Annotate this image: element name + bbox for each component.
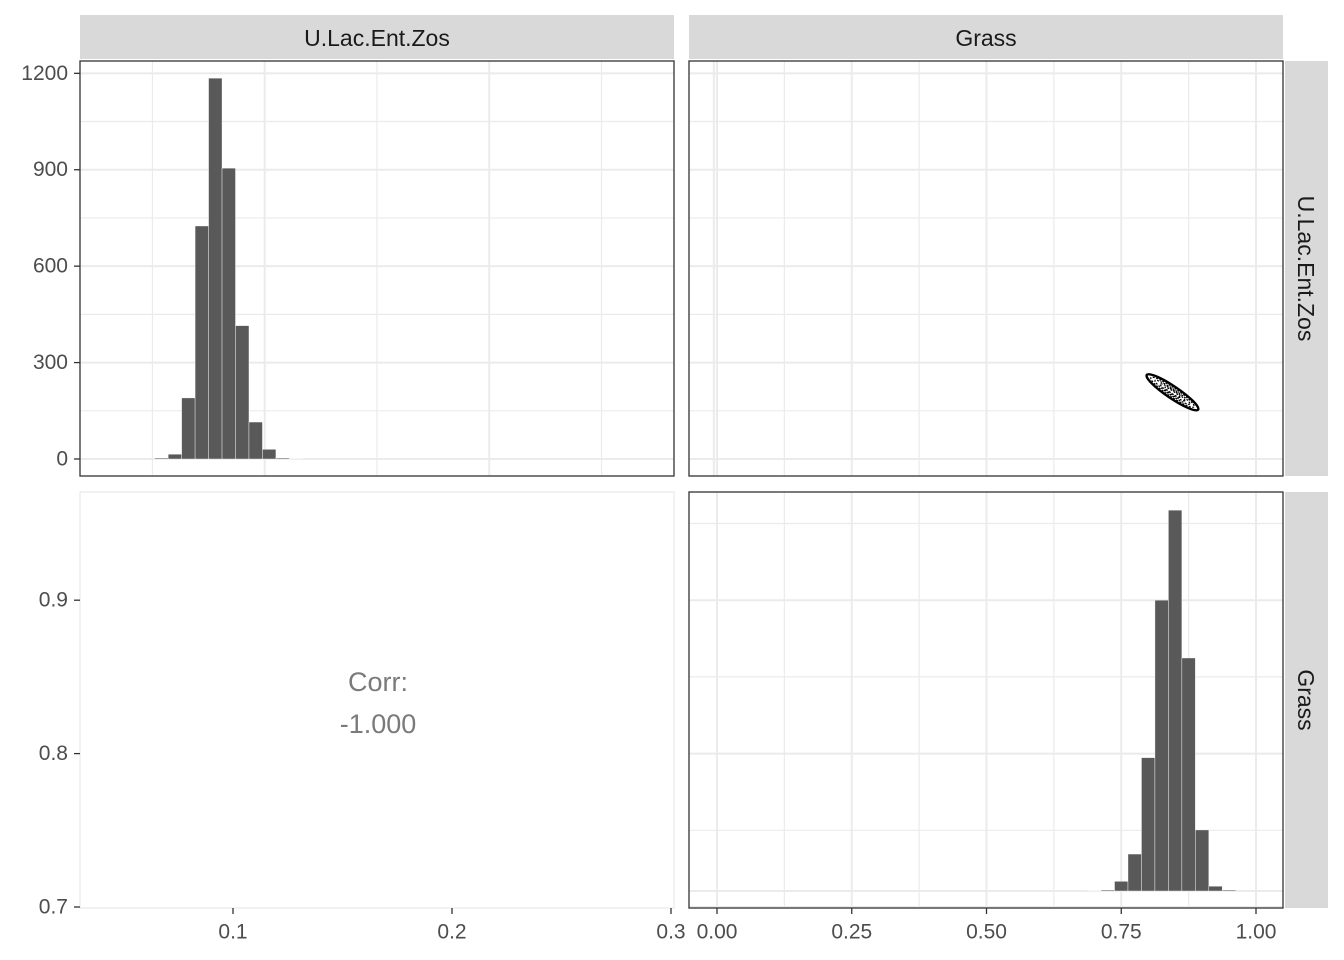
histogram-bar [181, 397, 196, 460]
strip-top-grass [689, 15, 1283, 59]
strip-label-col2: Grass [955, 25, 1016, 51]
y-tick-label: 900 [33, 158, 68, 181]
histogram-bar [1208, 885, 1223, 892]
x-tick-label: 0.25 [831, 921, 872, 944]
x-tick-label: 0.50 [966, 921, 1007, 944]
panel-border [688, 60, 1284, 477]
strip-label-row2: Grass [1293, 669, 1319, 730]
y-tick-label: 0.9 [39, 589, 68, 612]
density-contour [1145, 373, 1200, 412]
x-tick-label: 0.3 [656, 921, 685, 944]
corr-value: -1.000 [340, 709, 417, 739]
histogram-bar [1195, 829, 1210, 892]
histogram-bar [1141, 757, 1156, 892]
strip-right-grass [1285, 492, 1328, 908]
strip-label-col1: U.Lac.Ent.Zos [304, 25, 450, 51]
histogram-bar [154, 457, 169, 460]
x-tick-label: 0.00 [697, 921, 738, 944]
gridlines [80, 61, 1283, 908]
density-contour-line [1154, 379, 1191, 405]
histogram-bar [1127, 853, 1142, 892]
density-contour-line [1164, 386, 1181, 399]
panel-border [79, 60, 675, 477]
panel-corr [80, 492, 674, 908]
histogram-bar [208, 77, 223, 460]
histogram-bar [221, 167, 236, 460]
histogram-bar [1181, 657, 1196, 892]
y-tick-label: 0.7 [39, 896, 68, 919]
x-tick-label: 0.1 [218, 921, 247, 944]
histogram-bar [275, 457, 290, 460]
density-contour-line [1145, 373, 1200, 412]
strip-top-ulac [80, 15, 674, 59]
histogram-bars [154, 77, 1236, 892]
strip-right-ulac [1285, 61, 1328, 476]
histogram-bar [167, 453, 182, 460]
y-tick-label: 300 [33, 351, 68, 374]
corr-label: Corr: [348, 667, 408, 697]
histogram-bar [1222, 889, 1236, 892]
y-tick-label: 0 [56, 448, 68, 471]
histogram-bar [1154, 599, 1169, 892]
histogram-bar [1114, 881, 1129, 892]
histogram-bar [1100, 889, 1115, 892]
panel-border [79, 491, 675, 909]
y-tick-label: 1200 [21, 62, 68, 85]
histogram-bar [1168, 509, 1183, 892]
x-tick-label: 1.00 [1236, 921, 1277, 944]
y-tick-label: 600 [33, 255, 68, 278]
histogram-bar [248, 421, 263, 460]
y-tick-label: 0.8 [39, 742, 68, 765]
density-contour-line [1159, 383, 1186, 402]
x-tick-label: 0.75 [1101, 921, 1142, 944]
x-tick-label: 0.2 [437, 921, 466, 944]
density-contour-line [1150, 376, 1195, 408]
histogram-bar [262, 449, 277, 460]
histogram-bar [194, 225, 209, 460]
strip-label-row1: U.Lac.Ent.Zos [1293, 196, 1319, 342]
axes: 0 300 600 900 1200 0.7 0.8 0.9 0.1 0.2 0.3 0.00 0.25… [21, 62, 1276, 944]
histogram-bar [235, 325, 250, 460]
